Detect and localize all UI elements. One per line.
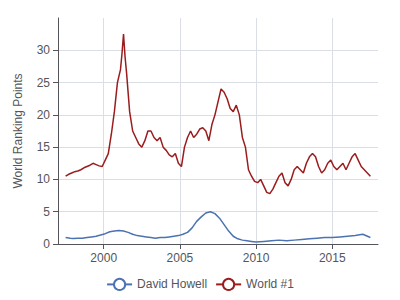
svg-text:2015: 2015: [319, 251, 346, 265]
svg-text:25: 25: [37, 76, 51, 90]
svg-text:0: 0: [43, 237, 50, 251]
svg-text:20: 20: [37, 108, 51, 122]
svg-text:2010: 2010: [243, 251, 270, 265]
svg-text:2000: 2000: [90, 251, 117, 265]
svg-text:5: 5: [43, 205, 50, 219]
svg-text:World Ranking Points: World Ranking Points: [11, 73, 25, 188]
svg-text:2005: 2005: [167, 251, 194, 265]
svg-text:10: 10: [37, 172, 51, 186]
svg-text:30: 30: [37, 43, 51, 57]
svg-text:David Howell: David Howell: [137, 277, 207, 291]
svg-text:15: 15: [37, 140, 51, 154]
svg-text:World #1: World #1: [246, 277, 294, 291]
